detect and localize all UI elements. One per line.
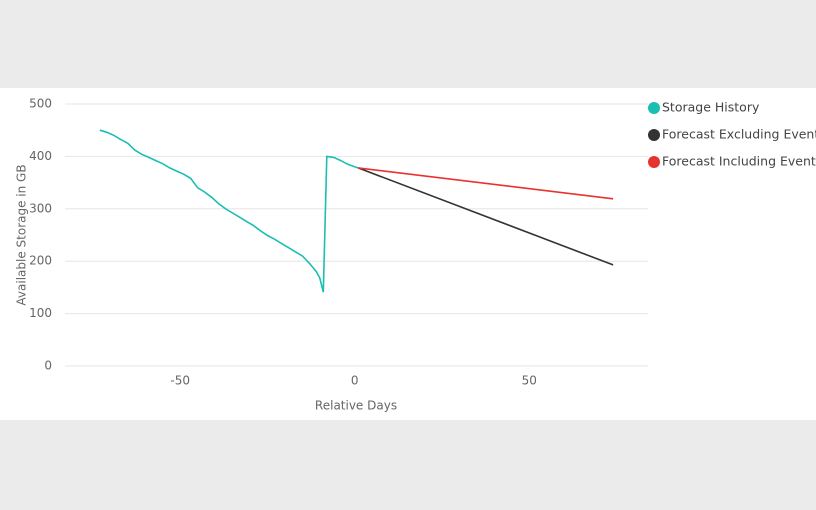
x-tick-label: -50	[170, 374, 190, 388]
y-tick-label: 0	[44, 359, 52, 373]
legend-label: Storage History	[662, 100, 760, 115]
series-line	[99, 129, 359, 293]
x-tick-label: 0	[351, 374, 359, 388]
legend-marker	[648, 156, 660, 168]
legend-marker	[648, 129, 660, 141]
y-tick-label: 200	[29, 254, 52, 268]
series-line	[357, 167, 614, 266]
y-tick-label: 500	[29, 97, 52, 111]
panel	[0, 88, 816, 420]
x-tick-label: 50	[522, 374, 537, 388]
y-tick-label: 400	[29, 149, 52, 163]
legend-label: Forecast Including Event	[662, 154, 816, 169]
series-line	[358, 167, 614, 200]
y-tick-label: 300	[29, 201, 52, 215]
legend-label: Forecast Excluding Event	[662, 127, 816, 142]
legend-marker	[648, 102, 660, 114]
legend: Storage History Forecast Excluding Event F…	[648, 100, 816, 169]
x-axis-label: Relative Days	[315, 399, 397, 413]
y-tick-label: 100	[29, 306, 52, 320]
y-axis-label: Available Storage in GB	[15, 164, 29, 305]
